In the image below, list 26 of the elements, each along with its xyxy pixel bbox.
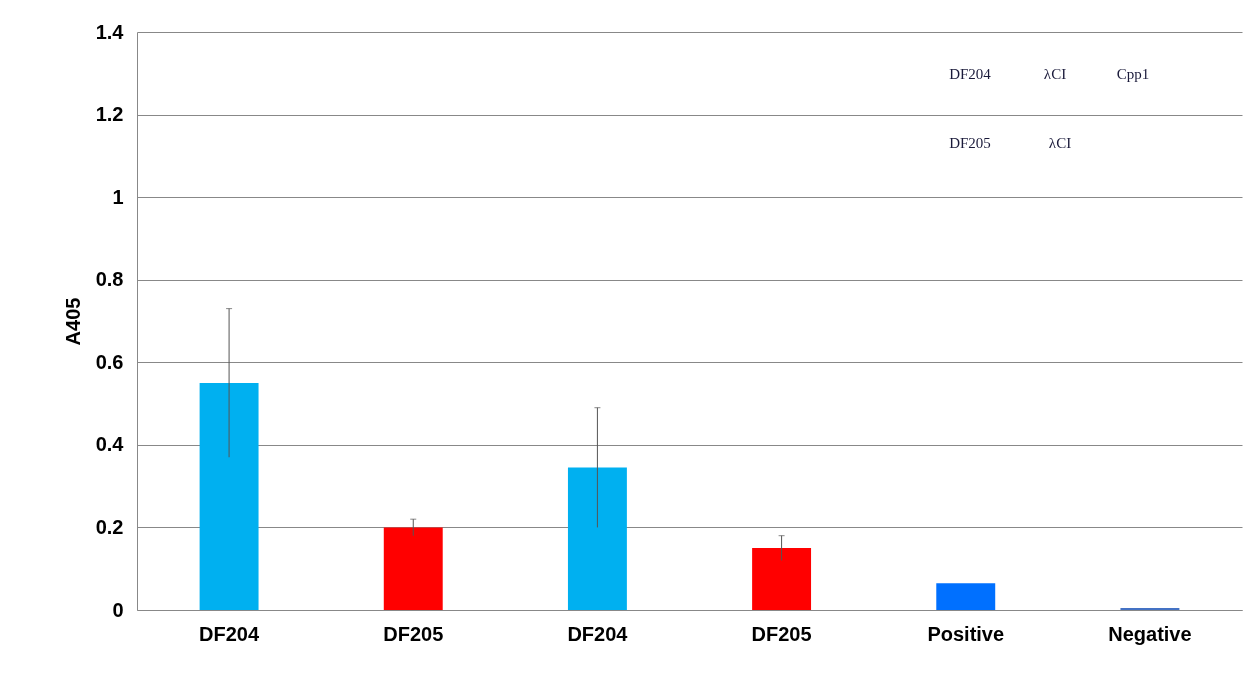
bar — [1120, 607, 1180, 610]
x-tick-label: DF205 — [751, 622, 812, 645]
y-tick-label: 1.4 — [95, 20, 125, 43]
y-tick-label: 0.4 — [95, 433, 125, 456]
y-tick-label: 0 — [112, 598, 124, 621]
y-tick-label: 0.6 — [95, 350, 124, 373]
bar — [383, 527, 443, 610]
annotation: DF204 — [949, 66, 992, 82]
bar — [199, 382, 259, 610]
x-tick-label: Negative — [1108, 622, 1192, 645]
x-tick-label: Positive — [927, 622, 1005, 645]
y-axis-title: A405 — [61, 297, 84, 346]
x-tick-label: DF205 — [383, 622, 444, 645]
y-tick-label: 1.2 — [95, 103, 124, 126]
bar — [567, 467, 627, 610]
annotation: Cpp1 — [1116, 66, 1150, 82]
x-tick-label: DF204 — [199, 622, 260, 645]
y-tick-label: 0.2 — [95, 515, 124, 538]
x-tick-label: DF204 — [567, 622, 629, 645]
annotation: DF205 — [949, 135, 991, 151]
y-tick-label: 0.8 — [95, 268, 124, 291]
bar — [936, 583, 996, 610]
annotation: λCI — [1043, 66, 1067, 82]
annotation: λCI — [1048, 135, 1072, 151]
bar — [752, 548, 812, 610]
y-tick-label: 1 — [112, 185, 124, 208]
